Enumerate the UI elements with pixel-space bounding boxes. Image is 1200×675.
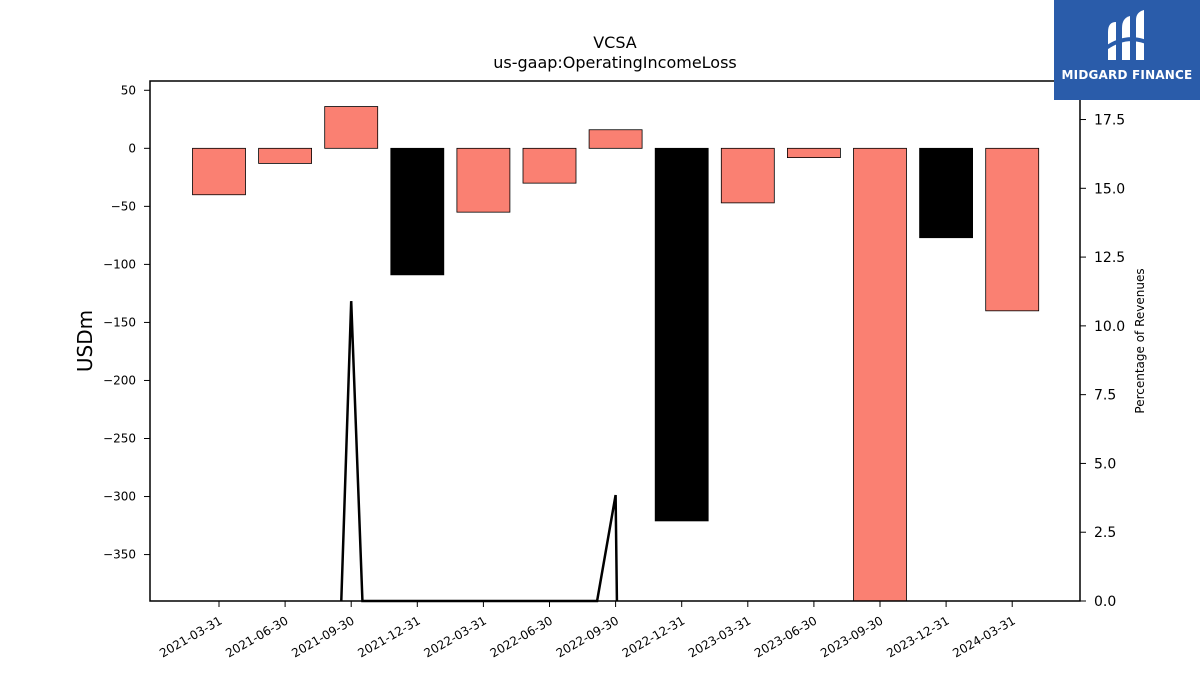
y-tick-label: −100 bbox=[103, 257, 136, 271]
y2-tick-label: 2.5 bbox=[1094, 525, 1116, 541]
y2-tick-label: 5.0 bbox=[1094, 456, 1116, 472]
y-tick-label: −300 bbox=[103, 490, 136, 504]
bar bbox=[985, 147, 1040, 312]
y-axis-label: USDm bbox=[73, 310, 97, 372]
x-tick-label: 2022-03-31 bbox=[421, 613, 488, 660]
chart-title: VCSA bbox=[593, 33, 637, 52]
x-tick-label: 2022-06-30 bbox=[488, 613, 555, 660]
bar bbox=[654, 147, 709, 522]
bar bbox=[720, 147, 775, 204]
bar bbox=[456, 147, 511, 213]
x-tick-label: 2023-03-31 bbox=[686, 613, 753, 660]
bar bbox=[258, 147, 313, 164]
logo-mark-icon bbox=[1104, 10, 1147, 60]
y2-tick-label: 10.0 bbox=[1094, 319, 1125, 335]
y-tick-label: −250 bbox=[103, 432, 136, 446]
x-tick-label: 2024-03-31 bbox=[950, 613, 1017, 660]
y-tick-label: −200 bbox=[103, 373, 136, 387]
y-tick-label: −50 bbox=[111, 199, 136, 213]
x-tick-label: 2021-03-31 bbox=[157, 613, 224, 660]
x-tick-label: 2023-09-30 bbox=[818, 613, 885, 660]
company-logo: MIDGARD FINANCE bbox=[1054, 0, 1200, 100]
bar bbox=[390, 147, 445, 276]
y-tick-label: −150 bbox=[103, 315, 136, 329]
x-tick-label: 2023-12-31 bbox=[884, 613, 951, 660]
y-tick-label: −350 bbox=[103, 548, 136, 562]
x-tick-label: 2023-06-30 bbox=[752, 613, 819, 660]
y-tick-label: 0 bbox=[128, 141, 136, 155]
bar bbox=[919, 147, 973, 239]
logo-text: MIDGARD FINANCE bbox=[1061, 68, 1193, 82]
plot-frame bbox=[149, 80, 1081, 602]
percentage-line bbox=[340, 301, 619, 603]
bar bbox=[522, 147, 577, 184]
bar bbox=[192, 147, 246, 196]
y2-tick-label: 15.0 bbox=[1094, 181, 1125, 197]
x-tick-label: 2021-09-30 bbox=[289, 613, 356, 660]
x-tick-label: 2022-12-31 bbox=[620, 613, 687, 660]
chart-subtitle: us-gaap:OperatingIncomeLoss bbox=[493, 53, 737, 72]
bar bbox=[324, 106, 379, 149]
bar bbox=[588, 129, 643, 149]
x-tick-label: 2021-12-31 bbox=[355, 613, 422, 660]
y-tick-label: 50 bbox=[121, 83, 136, 97]
y2-tick-label: 7.5 bbox=[1094, 388, 1116, 404]
y2-tick-label: 17.5 bbox=[1094, 113, 1125, 129]
bar bbox=[853, 147, 907, 602]
y2-axis-label: Percentage of Revenues bbox=[1133, 268, 1147, 413]
x-tick-label: 2021-06-30 bbox=[223, 613, 290, 660]
x-tick-label: 2022-09-30 bbox=[554, 613, 621, 660]
bar bbox=[787, 147, 841, 159]
y2-tick-label: 12.5 bbox=[1094, 250, 1125, 266]
y2-tick-label: 0.0 bbox=[1094, 594, 1116, 610]
